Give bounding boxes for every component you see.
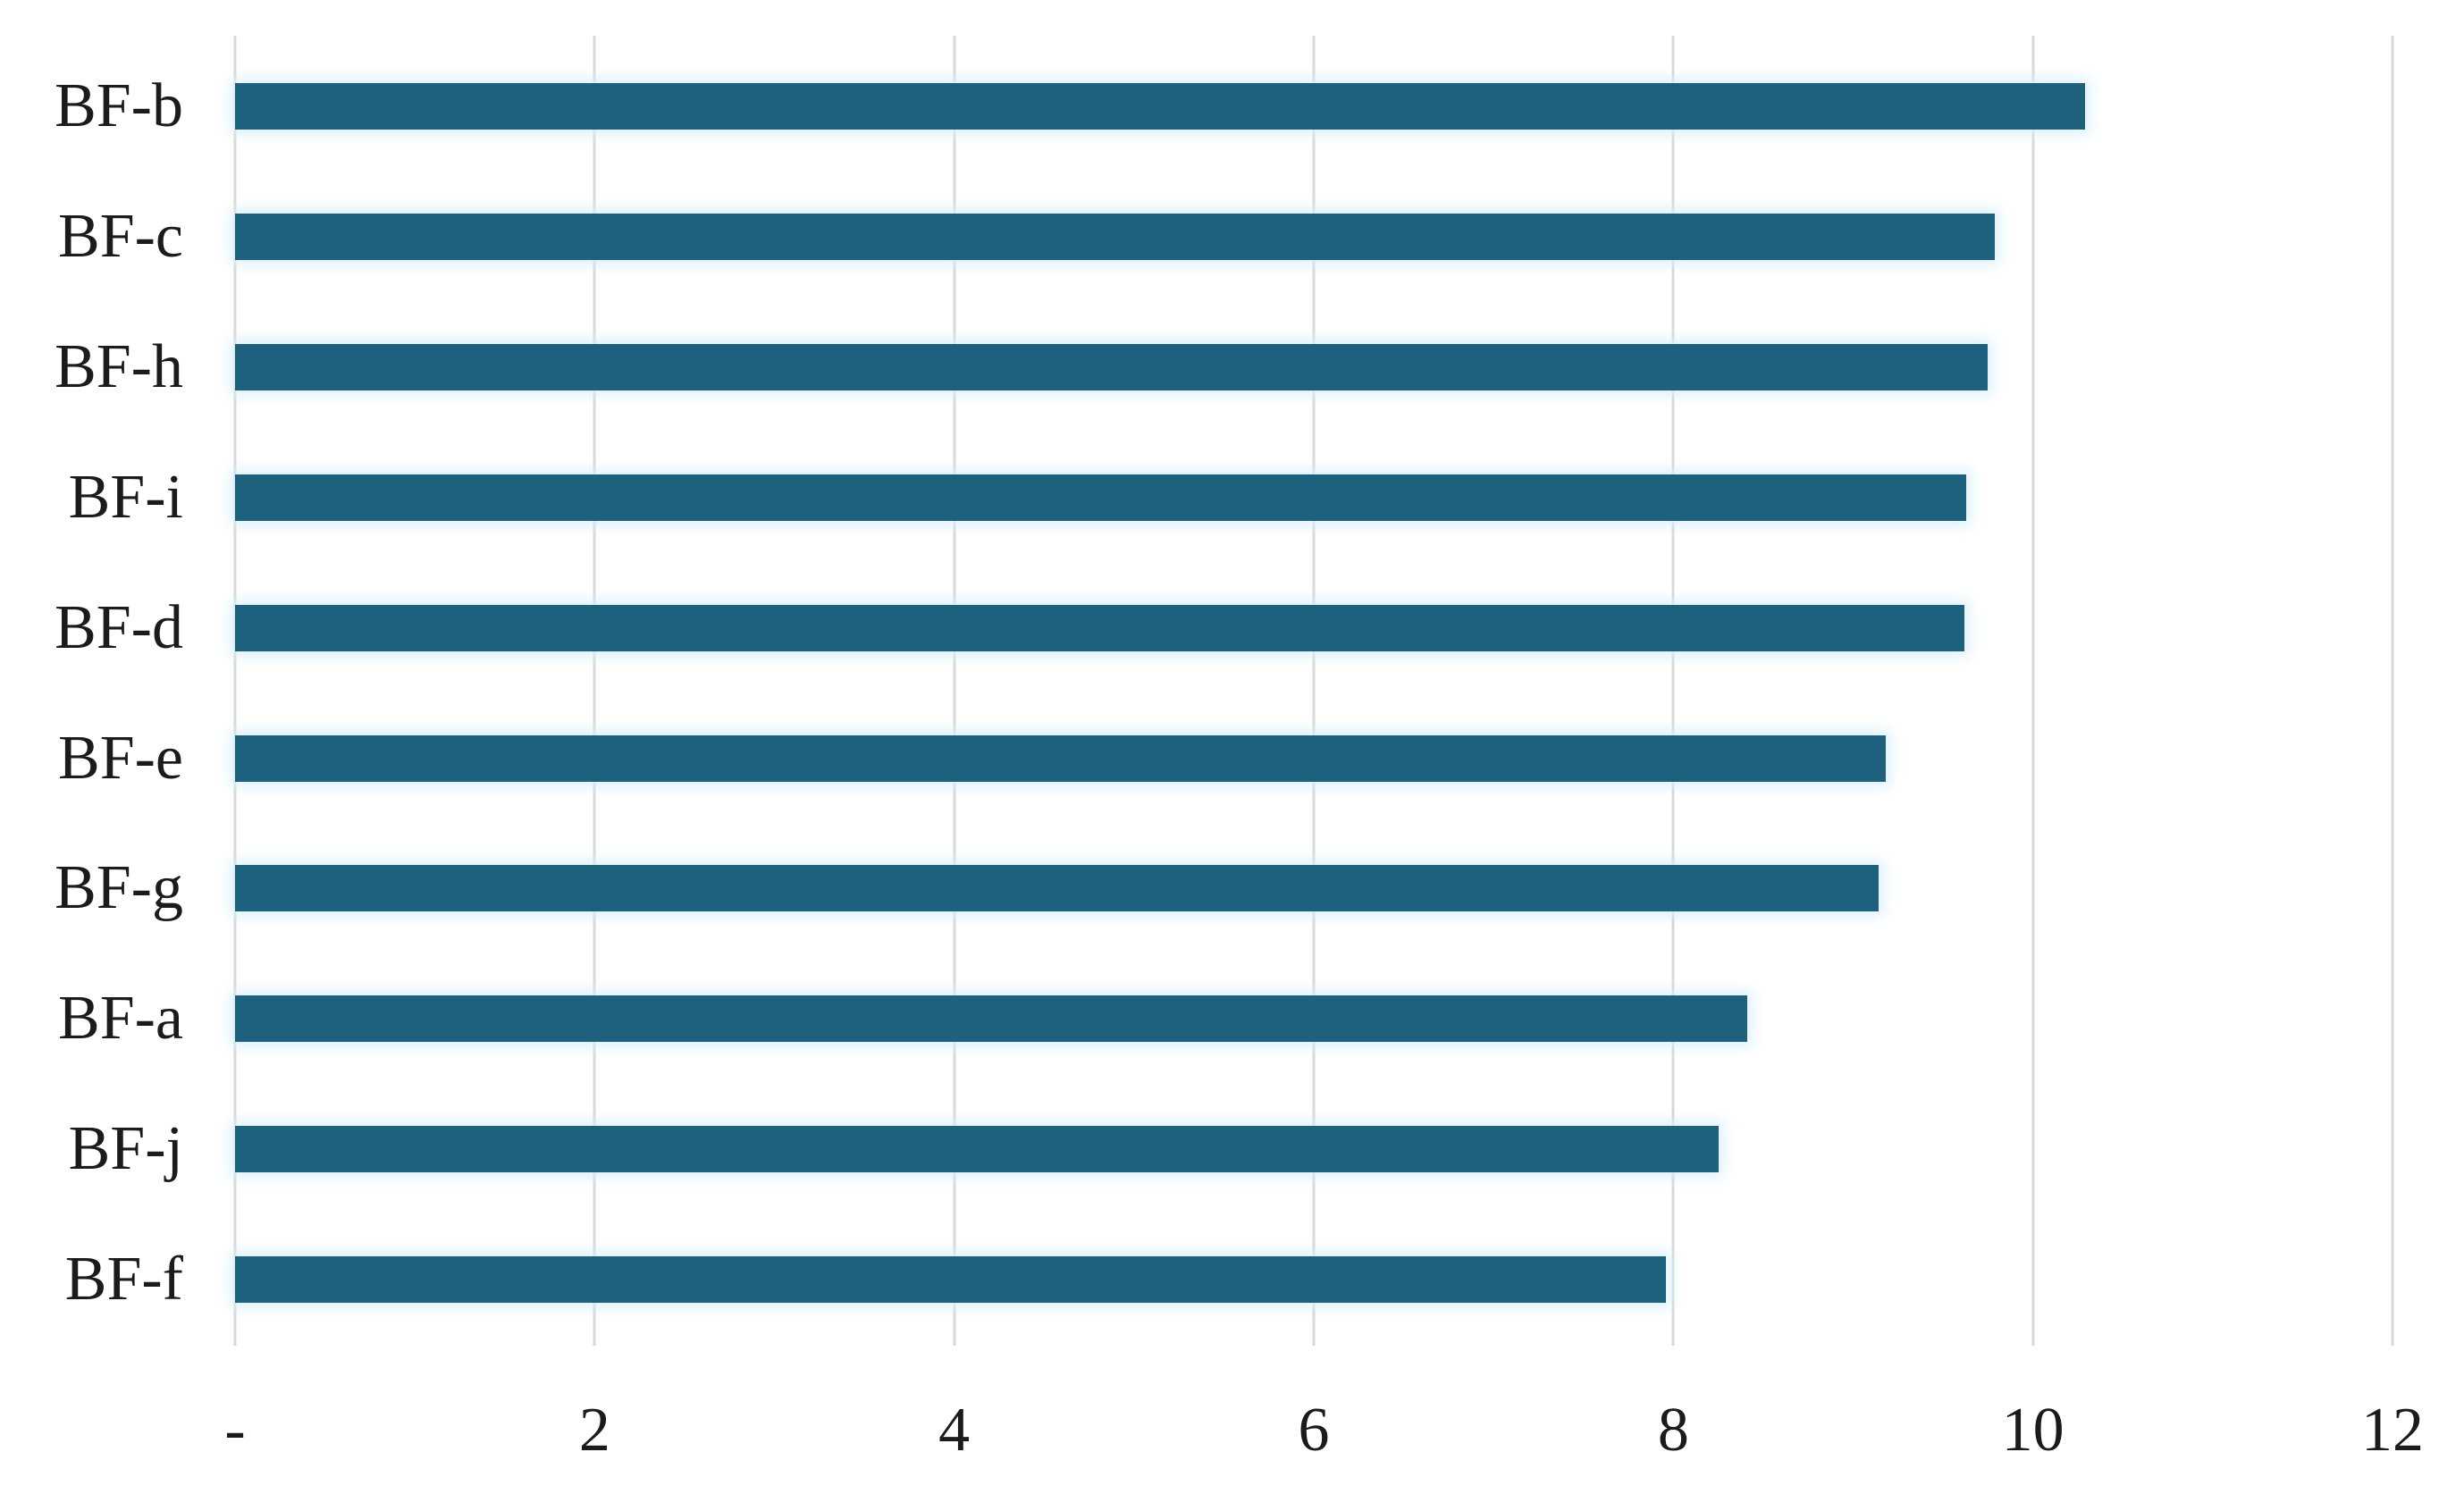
category-label: BF-h: [55, 332, 183, 401]
category-label: BF-e: [58, 723, 183, 793]
category-label: BF-d: [55, 592, 183, 662]
bar-BF-b: [235, 83, 2085, 130]
bar-BF-e: [235, 734, 1886, 782]
category-label: BF-f: [64, 1245, 183, 1314]
x-tick-label: 6: [1298, 1396, 1330, 1465]
x-tick-label: 4: [938, 1396, 971, 1465]
bar-BF-c: [235, 213, 1996, 260]
bar-BF-h: [235, 343, 1989, 390]
bar-BF-a: [235, 995, 1747, 1043]
bar-BF-d: [235, 604, 1965, 651]
category-label: BF-i: [68, 462, 183, 532]
vertical-gridline: [1671, 36, 1675, 1346]
bar-BF-j: [235, 1126, 1719, 1173]
vertical-gridline: [953, 36, 956, 1346]
x-tick-label: 12: [2361, 1396, 2424, 1465]
x-tick-label: 2: [578, 1396, 610, 1465]
vertical-gridline: [593, 36, 596, 1346]
bar-BF-g: [235, 865, 1879, 912]
x-tick-label: 10: [2001, 1396, 2065, 1465]
vertical-gridline: [233, 36, 237, 1346]
bar-BF-i: [235, 474, 1967, 521]
vertical-gridline: [2031, 36, 2035, 1346]
category-label: BF-j: [68, 1114, 183, 1184]
vertical-gridline: [1312, 36, 1316, 1346]
x-tick-label: 8: [1657, 1396, 1689, 1465]
category-label: BF-a: [58, 984, 183, 1053]
category-label: BF-b: [55, 71, 183, 140]
plot-area: [233, 36, 2394, 1346]
category-label: BF-c: [58, 201, 183, 271]
category-label: BF-g: [55, 853, 183, 923]
x-tick-label: -: [224, 1396, 246, 1465]
bar-BF-f: [235, 1256, 1667, 1304]
vertical-gridline: [2391, 36, 2394, 1346]
